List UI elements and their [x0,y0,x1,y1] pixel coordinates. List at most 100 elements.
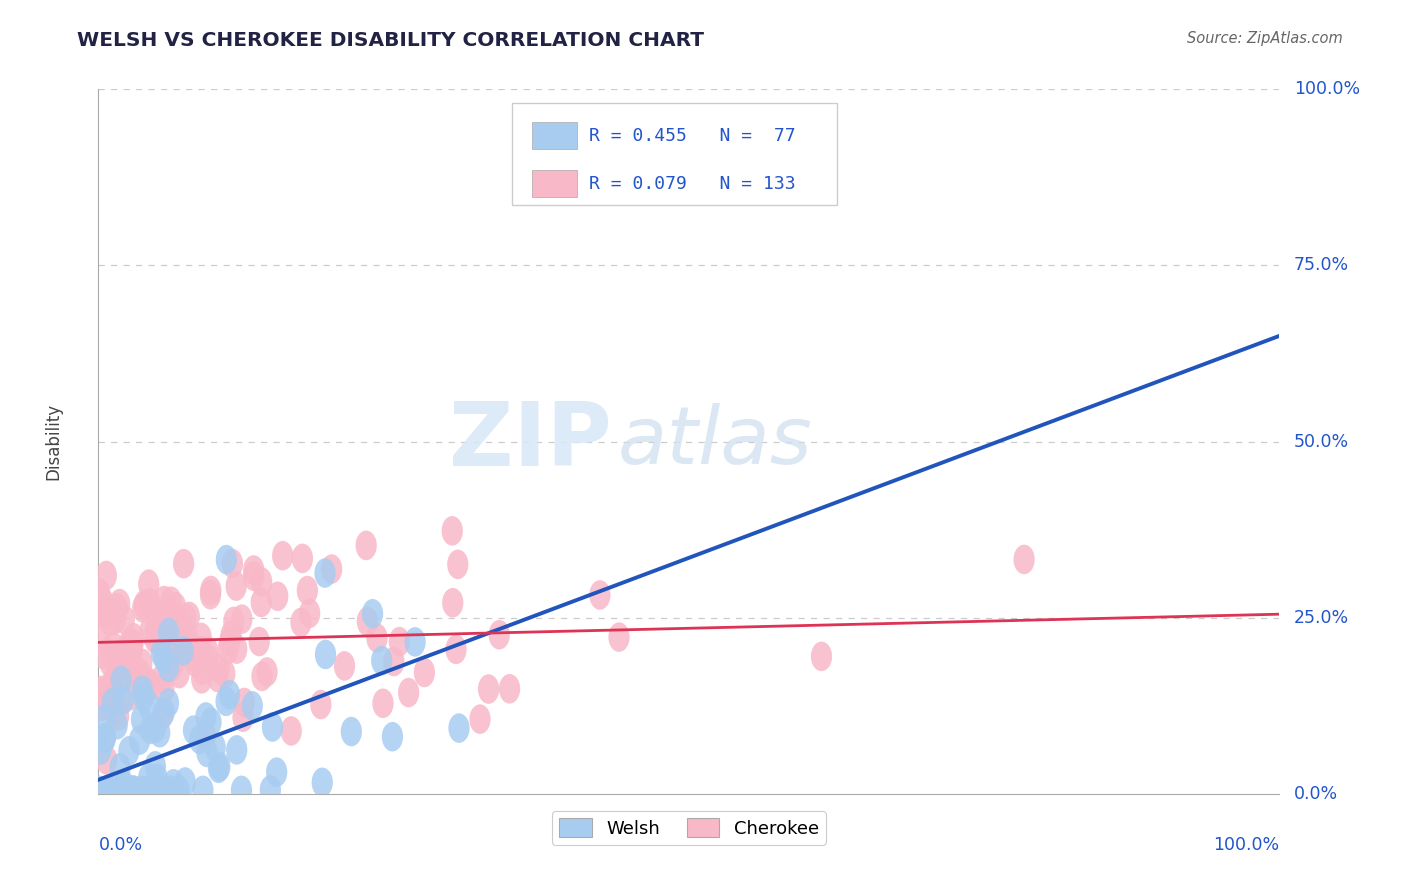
Ellipse shape [145,751,166,780]
Ellipse shape [129,725,150,755]
Ellipse shape [125,661,146,690]
Ellipse shape [186,648,207,678]
Ellipse shape [169,659,190,689]
Ellipse shape [478,674,499,704]
Text: ZIP: ZIP [450,398,612,485]
Ellipse shape [174,767,195,797]
Ellipse shape [96,745,117,775]
Text: 0.0%: 0.0% [1294,785,1337,803]
Ellipse shape [153,643,174,673]
Ellipse shape [312,767,333,797]
Ellipse shape [122,775,143,805]
Ellipse shape [356,531,377,560]
Ellipse shape [191,623,212,652]
Ellipse shape [120,775,141,805]
Ellipse shape [398,678,419,707]
Ellipse shape [371,646,392,675]
Ellipse shape [262,712,283,742]
Ellipse shape [193,656,214,685]
Ellipse shape [91,691,112,722]
Ellipse shape [232,703,253,732]
Ellipse shape [101,775,122,805]
Ellipse shape [297,575,318,606]
Ellipse shape [209,752,231,781]
Ellipse shape [215,545,238,574]
Ellipse shape [134,681,155,712]
Ellipse shape [160,652,183,681]
Ellipse shape [382,722,404,752]
Ellipse shape [160,775,183,805]
Ellipse shape [146,775,167,805]
Ellipse shape [219,680,240,709]
Ellipse shape [111,665,132,695]
Ellipse shape [104,605,127,634]
Ellipse shape [112,771,135,800]
Ellipse shape [110,589,131,618]
Ellipse shape [226,634,247,664]
Ellipse shape [165,592,186,622]
Ellipse shape [252,567,273,597]
Ellipse shape [157,653,179,682]
Ellipse shape [105,645,128,674]
Ellipse shape [267,582,288,611]
Ellipse shape [208,754,229,783]
Ellipse shape [160,586,181,616]
Ellipse shape [122,630,143,660]
Ellipse shape [142,775,163,805]
Ellipse shape [441,588,464,617]
Ellipse shape [145,616,166,646]
Text: 100.0%: 100.0% [1294,80,1360,98]
Text: Disability: Disability [45,403,62,480]
Ellipse shape [179,601,200,632]
Ellipse shape [108,701,129,731]
Ellipse shape [163,769,184,798]
Ellipse shape [231,604,253,634]
Ellipse shape [152,664,173,693]
Ellipse shape [186,643,207,673]
Ellipse shape [139,616,160,646]
Ellipse shape [152,775,173,805]
Ellipse shape [413,657,434,687]
Ellipse shape [90,735,111,764]
Ellipse shape [197,636,218,665]
Ellipse shape [449,714,470,743]
Text: 75.0%: 75.0% [1294,256,1348,275]
Text: 0.0%: 0.0% [98,836,142,855]
Ellipse shape [141,775,162,805]
Ellipse shape [204,732,226,762]
Ellipse shape [98,689,120,718]
Ellipse shape [321,554,342,584]
Ellipse shape [152,601,173,631]
Text: 25.0%: 25.0% [1294,608,1348,627]
Ellipse shape [107,657,128,686]
Ellipse shape [118,736,139,765]
Ellipse shape [93,705,114,734]
Text: 100.0%: 100.0% [1213,836,1279,855]
Ellipse shape [162,632,183,663]
Ellipse shape [589,580,610,610]
Ellipse shape [138,667,159,697]
Ellipse shape [121,628,142,658]
Ellipse shape [120,681,141,710]
Ellipse shape [281,716,302,746]
Ellipse shape [132,775,153,805]
Ellipse shape [441,516,463,546]
Ellipse shape [1014,545,1035,574]
Text: WELSH VS CHEROKEE DISABILITY CORRELATION CHART: WELSH VS CHEROKEE DISABILITY CORRELATION… [77,31,704,50]
Ellipse shape [173,549,194,579]
FancyBboxPatch shape [512,103,837,205]
Ellipse shape [110,639,131,669]
Ellipse shape [117,775,139,805]
Ellipse shape [89,598,110,627]
Ellipse shape [256,657,277,687]
Ellipse shape [208,654,231,683]
Ellipse shape [609,623,630,652]
Ellipse shape [148,775,170,805]
Ellipse shape [811,641,832,671]
Ellipse shape [225,572,247,601]
Ellipse shape [145,713,166,743]
FancyBboxPatch shape [531,170,576,197]
Ellipse shape [100,607,121,636]
Ellipse shape [107,593,128,623]
Ellipse shape [120,636,141,665]
